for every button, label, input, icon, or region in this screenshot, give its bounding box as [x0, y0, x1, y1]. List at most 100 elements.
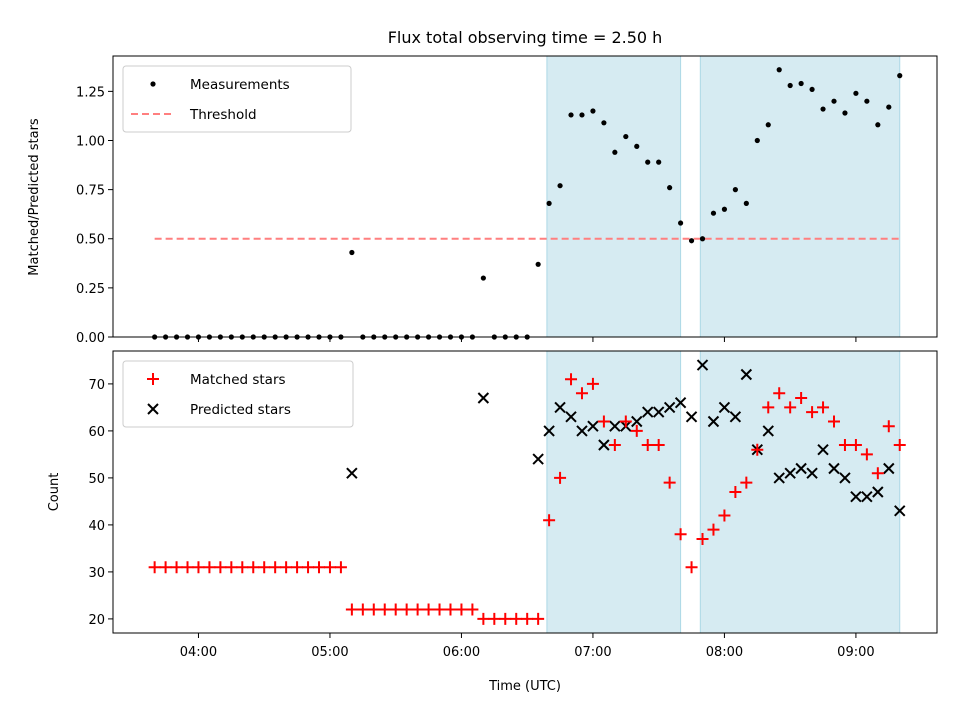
matched-star-point	[817, 401, 830, 414]
matched-star-point	[280, 561, 293, 574]
shaded-interval	[546, 55, 682, 338]
measurement-point	[645, 159, 651, 165]
measurement-point	[853, 90, 859, 96]
bottom-y-axis-label: Count	[47, 473, 62, 512]
y-tick-label: 50	[88, 472, 105, 487]
matched-star-point	[356, 603, 369, 616]
measurement-point	[820, 106, 826, 112]
measurement-point	[667, 185, 673, 191]
matched-star-point	[225, 561, 238, 574]
measurement-point	[546, 200, 552, 206]
matched-star-point	[148, 561, 161, 574]
matched-star-point	[663, 476, 676, 489]
x-tick-label: 05:00	[311, 645, 348, 660]
predicted-star-point	[740, 368, 753, 381]
y-tick-label: 0.00	[76, 331, 105, 346]
predicted-star-point	[642, 406, 654, 418]
matched-star-point	[367, 603, 380, 616]
y-tick-label: 20	[88, 613, 105, 628]
top-legend-box	[122, 65, 352, 133]
matched-star-point	[707, 523, 720, 536]
top-legend: Measurements Threshold	[122, 65, 352, 133]
matched-star-point	[455, 603, 468, 616]
predicted-star-point	[652, 406, 665, 418]
matched-star-point	[893, 439, 906, 451]
x-tick-label: 07:00	[574, 645, 611, 660]
bottom-x-ticks: 04:00 05:00 06:00 07:00 08:00 09:00	[180, 633, 875, 660]
matched-star-point	[652, 439, 665, 451]
matched-star-point	[334, 561, 347, 574]
y-tick-label: 30	[88, 566, 105, 581]
measurement-point	[710, 210, 717, 216]
matched-star-point	[718, 509, 731, 522]
matched-star-point	[828, 415, 840, 428]
matched-star-point	[247, 561, 260, 574]
matched-star-point	[521, 612, 534, 625]
predicted-star-point	[872, 486, 884, 498]
predicted-star-point	[609, 420, 621, 432]
measurement-point	[897, 73, 903, 79]
matched-star-point	[751, 443, 764, 456]
predicted-star-point	[762, 425, 774, 437]
matched-star-point	[236, 561, 249, 574]
predicted-star-point	[565, 411, 577, 423]
matched-star-point	[740, 476, 753, 489]
measurement-point	[732, 187, 738, 193]
predicted-star-point	[861, 490, 873, 503]
measurement-point	[590, 108, 596, 114]
y-tick-label: 60	[88, 425, 105, 440]
measurement-point	[809, 86, 815, 93]
measurement-point	[776, 67, 782, 73]
legend-measurements-label: Measurements	[190, 77, 290, 93]
legend-matched-marker	[147, 373, 159, 385]
matched-star-point	[389, 603, 402, 616]
y-tick-label: 0.25	[76, 282, 105, 297]
predicted-star-point	[773, 472, 785, 484]
shaded-interval	[546, 350, 682, 634]
matched-star-point	[323, 561, 336, 574]
measurement-point	[743, 200, 749, 206]
measurement-point	[480, 275, 486, 281]
top-y-ticks: 0.00 0.25 0.50 0.75 1.00 1.25	[76, 85, 113, 346]
predicted-star-point	[839, 472, 851, 484]
top-shaded-intervals	[546, 55, 901, 338]
predicted-star-point	[850, 490, 862, 503]
matched-star-point	[499, 612, 512, 625]
measurement-point	[557, 183, 563, 189]
x-axis-label: Time (UTC)	[488, 679, 561, 694]
legend-threshold-label: Threshold	[189, 107, 257, 123]
matched-star-point	[685, 561, 698, 574]
matched-star-point	[608, 439, 621, 451]
predicted-star-point	[674, 396, 687, 409]
x-tick-label: 08:00	[706, 645, 743, 660]
matched-star-point	[773, 387, 786, 400]
predicted-star-point	[806, 467, 818, 479]
matched-star-point	[554, 471, 567, 484]
matched-star-point	[477, 612, 490, 625]
matched-star-point	[532, 612, 545, 625]
matched-star-point	[192, 561, 205, 574]
predicted-star-point	[883, 462, 895, 475]
legend-predicted-label: Predicted stars	[190, 402, 291, 418]
matched-star-point	[795, 392, 808, 404]
measurement-point	[656, 159, 662, 165]
matched-star-point	[586, 377, 599, 390]
shaded-interval	[699, 55, 901, 338]
matched-star-point	[291, 561, 304, 574]
figure-title: Flux total observing time = 2.50 h	[388, 28, 663, 47]
predicted-star-point	[346, 467, 358, 479]
measurement-point	[612, 149, 618, 155]
matched-star-point	[400, 603, 413, 616]
matched-star-point	[597, 415, 610, 428]
measurement-point	[831, 98, 837, 104]
measurement-point	[798, 80, 804, 87]
measurement-point	[579, 112, 585, 118]
matched-star-point	[882, 420, 895, 433]
measurement-point	[634, 143, 640, 149]
matched-star-point	[345, 603, 358, 616]
predicted-star-point	[663, 401, 676, 414]
predicted-star-point	[477, 392, 490, 404]
matched-star-point	[871, 467, 884, 480]
predicted-star-point	[817, 443, 829, 456]
predicted-star-point	[587, 420, 599, 432]
